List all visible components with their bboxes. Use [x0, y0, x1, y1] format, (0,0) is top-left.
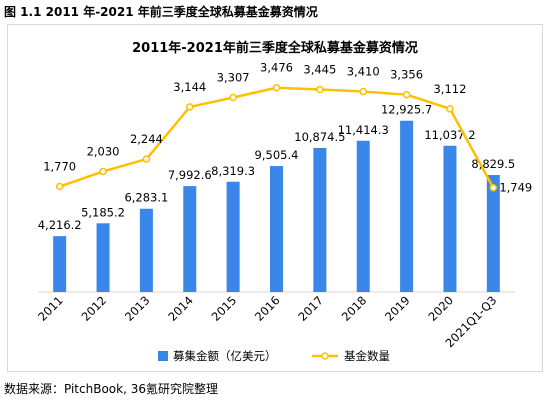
x-tick-label: 2016	[252, 293, 283, 324]
x-tick-label: 2020	[425, 293, 456, 324]
bar-data-label: 8,319.3	[211, 164, 255, 178]
bar	[356, 140, 370, 292]
x-tick-label: 2012	[79, 293, 110, 324]
bar	[400, 120, 414, 293]
line-data-label: 3,144	[173, 80, 206, 94]
legend-label-bar: 募集金额（亿美元）	[173, 349, 277, 363]
legend-label-line: 基金数量	[344, 349, 390, 363]
x-tick-label: 2019	[382, 293, 413, 324]
line-data-label: 3,476	[260, 61, 293, 75]
line-point	[316, 85, 324, 94]
bar-data-label: 4,216.2	[38, 218, 82, 232]
line-data-label: 1,749	[499, 181, 532, 195]
line-point	[402, 90, 411, 99]
bar	[226, 181, 240, 292]
line-point	[55, 182, 64, 191]
bar-data-label: 9,505.4	[255, 148, 299, 162]
bar	[270, 166, 283, 292]
line-point	[186, 103, 194, 111]
bar	[96, 223, 110, 292]
bar-data-label: 6,283.1	[124, 191, 168, 205]
chart-frame: 2011年-2021年前三季度全球私募基金募资情况 4,216.2 5,185.2…	[7, 24, 543, 372]
source-note: 数据来源：PitchBook, 36氪研究院整理	[4, 382, 218, 396]
line-data-label: 3,356	[390, 68, 423, 82]
bar-data-label: 7,992.6	[168, 168, 212, 182]
chart-svg: 2011年-2021年前三季度全球私募基金募资情况 4,216.25,185.2…	[35, 40, 532, 363]
x-tick-label: 2015	[209, 293, 240, 324]
legend-swatch-bar	[158, 351, 168, 361]
line-data-label: 3,410	[347, 65, 380, 79]
figure-label: 图 1.1 2011 年-2021 年前三季度全球私募基金募资情况	[4, 5, 318, 19]
x-tick-label: 2014	[165, 293, 196, 324]
bar-data-label: 11,414.3	[338, 123, 389, 137]
x-tick-label: 2013	[122, 293, 153, 324]
bar	[183, 186, 197, 292]
line-data-label: 2,030	[87, 144, 120, 158]
line-data-label: 2,244	[130, 132, 163, 146]
x-tick-label: 2011	[35, 293, 66, 324]
line-data-label: 3,112	[433, 82, 466, 96]
line-point	[229, 93, 237, 102]
line-point	[359, 87, 367, 96]
chart-title: 2011年-2021年前三季度全球私募基金募资情况	[132, 40, 418, 56]
bar-data-label: 12,925.7	[381, 103, 432, 117]
line-point	[99, 167, 107, 176]
line-point	[272, 83, 281, 92]
legend-swatch-marker	[321, 352, 329, 360]
line-point	[446, 105, 454, 113]
line-data-label: 1,770	[43, 160, 76, 174]
x-tick-label: 2017	[295, 293, 326, 324]
line-point	[489, 183, 498, 192]
line-data-label: 3,307	[217, 71, 250, 85]
x-tick-label: 2018	[339, 293, 370, 324]
bar	[313, 147, 327, 292]
bar-data-label: 5,185.2	[81, 205, 125, 219]
bar-data-label: 10,874.5	[294, 130, 345, 144]
line-data-label: 3,445	[303, 63, 336, 77]
bar	[53, 236, 67, 292]
bar	[139, 208, 153, 292]
bar	[486, 175, 500, 292]
line-point	[142, 155, 151, 163]
bar	[443, 145, 457, 292]
legend: 募集金额（亿美元） 基金数量	[158, 349, 390, 363]
